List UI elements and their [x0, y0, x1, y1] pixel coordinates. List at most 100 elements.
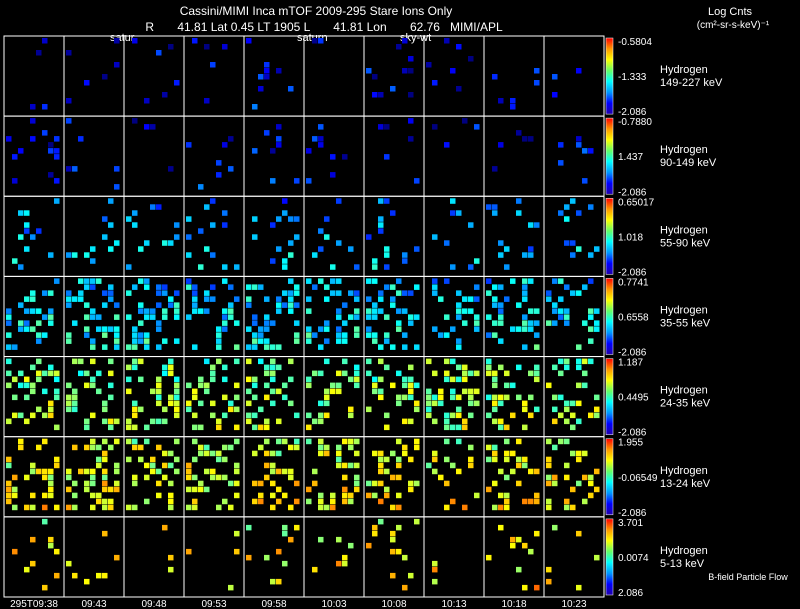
heatmap-cell: [390, 504, 396, 511]
heatmap-cell: [288, 308, 294, 314]
heatmap-cell: [432, 80, 438, 86]
heatmap-cell: [294, 234, 300, 240]
heatmap-cell: [390, 210, 396, 216]
heatmap-cell: [564, 308, 570, 314]
heatmap-cell: [576, 344, 582, 350]
heatmap-cell: [288, 296, 294, 302]
heatmap-cell: [546, 456, 552, 463]
heatmap-cell: [204, 358, 210, 365]
heatmap-cell: [336, 370, 342, 377]
heatmap-cell: [222, 394, 228, 401]
heatmap-cell: [30, 468, 36, 475]
heatmap-cell: [252, 344, 258, 350]
heatmap-cell: [18, 370, 24, 377]
heatmap-cell: [378, 468, 384, 475]
heatmap-cell: [264, 438, 270, 445]
heatmap-cell: [192, 296, 198, 302]
heatmap-cell: [486, 394, 492, 401]
heatmap-cell: [528, 252, 534, 258]
heatmap-cell: [384, 364, 390, 371]
heatmap-cell: [72, 358, 78, 365]
heatmap-cell: [312, 566, 318, 573]
heatmap-cell: [384, 314, 390, 320]
heatmap-cell: [252, 332, 258, 338]
heatmap-panel: [243, 115, 305, 197]
heatmap-cell: [222, 498, 228, 505]
heatmap-cell: [174, 80, 180, 86]
heatmap-cell: [198, 424, 204, 431]
heatmap-cell: [486, 358, 492, 365]
heatmap-cell: [522, 314, 528, 320]
heatmap-cell: [372, 492, 378, 499]
heatmap-cell: [132, 210, 138, 216]
heatmap-cell: [390, 536, 396, 543]
heatmap-cell: [114, 554, 120, 561]
heatmap-panel: [363, 356, 425, 438]
heatmap-cell: [576, 68, 582, 74]
heatmap-cell: [156, 444, 162, 451]
heatmap-cell: [486, 444, 492, 451]
heatmap-cell: [168, 450, 174, 457]
heatmap-cell: [108, 284, 114, 290]
heatmap-cell: [174, 314, 180, 320]
heatmap-cell: [258, 424, 264, 431]
heatmap-cell: [276, 578, 282, 585]
heatmap-cell: [546, 438, 552, 445]
heatmap-panel: [123, 195, 185, 277]
heatmap-cell: [126, 418, 132, 425]
heatmap-cell: [546, 296, 552, 302]
heatmap-cell: [18, 264, 24, 270]
heatmap-cell: [54, 548, 60, 555]
heatmap-cell: [252, 498, 258, 505]
heatmap-cell: [432, 234, 438, 240]
heatmap-cell: [426, 62, 432, 68]
heatmap-cell: [102, 468, 108, 475]
heatmap-cell: [510, 326, 516, 332]
heatmap-panel: [423, 35, 485, 117]
heatmap-cell: [90, 492, 96, 499]
heatmap-cell: [54, 198, 60, 204]
heatmap-cell: [396, 44, 402, 50]
heatmap-cell: [588, 338, 594, 344]
heatmap-cell: [204, 468, 210, 475]
heatmap-cell: [108, 394, 114, 401]
heatmap-cell: [246, 326, 252, 332]
heatmap-cell: [378, 388, 384, 395]
heatmap-cell: [54, 424, 60, 431]
heatmap-cell: [336, 456, 342, 463]
heatmap-cell: [48, 412, 54, 419]
heatmap-cell: [294, 444, 300, 451]
heatmap-cell: [144, 498, 150, 505]
heatmap-cell: [246, 38, 252, 44]
heatmap-panel: [363, 436, 425, 518]
heatmap-cell: [456, 364, 462, 371]
heatmap-cell: [54, 370, 60, 377]
heatmap-cell: [402, 584, 408, 591]
heatmap-cell: [144, 124, 150, 130]
heatmap-cell: [444, 240, 450, 246]
heatmap-cell: [468, 456, 474, 463]
heatmap-cell: [168, 480, 174, 487]
colorbar-max-label: 0.7741: [618, 277, 649, 288]
heatmap-cell: [294, 480, 300, 487]
heatmap-cell: [144, 338, 150, 344]
heatmap-cell: [132, 438, 138, 445]
heatmap-cell: [402, 554, 408, 561]
heatmap-cell: [498, 302, 504, 308]
heatmap-cell: [270, 320, 276, 326]
heatmap-cell: [288, 240, 294, 246]
heatmap-cell: [258, 338, 264, 344]
heatmap-cell: [558, 358, 564, 365]
heatmap-cell: [462, 376, 468, 383]
heatmap-panel: [423, 356, 485, 438]
heatmap-cell: [324, 216, 330, 222]
heatmap-cell: [156, 492, 162, 499]
heatmap-cell: [564, 462, 570, 469]
heatmap-cell: [366, 278, 372, 284]
heatmap-cell: [132, 332, 138, 338]
heatmap-cell: [408, 382, 414, 389]
panel-border: [3, 516, 65, 598]
heatmap-cell: [72, 492, 78, 499]
heatmap-cell: [408, 118, 414, 124]
heatmap-cell: [174, 412, 180, 419]
